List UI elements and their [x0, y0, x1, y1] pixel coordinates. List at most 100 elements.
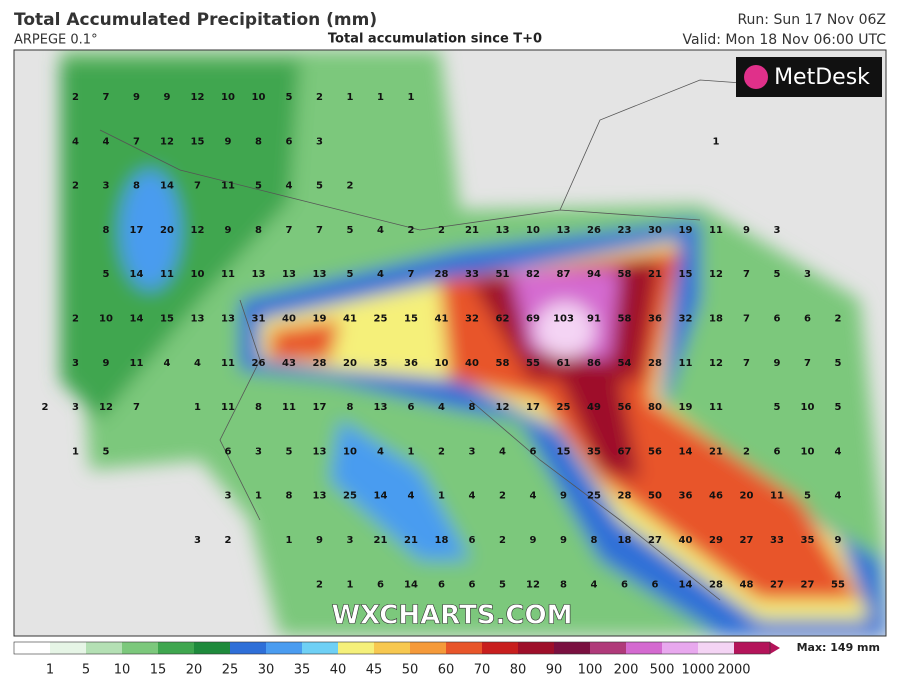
grid-value: 55	[831, 579, 845, 590]
grid-value: 1	[347, 92, 354, 103]
grid-value: 6	[469, 579, 476, 590]
grid-value: 3	[255, 446, 262, 457]
grid-value: 7	[103, 92, 110, 103]
grid-value: 49	[587, 402, 601, 413]
grid-value: 25	[587, 491, 601, 502]
grid-value: 103	[553, 314, 574, 325]
grid-value: 1	[72, 446, 79, 457]
grid-value: 36	[679, 491, 693, 502]
grid-value: 6	[530, 446, 537, 457]
grid-value: 12	[496, 402, 510, 413]
grid-value: 5	[316, 181, 323, 192]
grid-value: 27	[801, 579, 815, 590]
grid-value: 4	[377, 269, 384, 280]
colorbar-label: 90	[546, 663, 563, 678]
grid-value: 11	[221, 402, 235, 413]
grid-value: 4	[72, 136, 79, 147]
grid-value: 28	[435, 269, 449, 280]
colorbar-label: 100	[578, 663, 603, 678]
grid-value: 7	[408, 269, 415, 280]
colorbar-segment	[482, 642, 519, 654]
colorbar-segment	[554, 642, 591, 654]
grid-value: 20	[160, 225, 174, 236]
grid-value: 21	[404, 535, 418, 546]
grid-value: 15	[160, 314, 174, 325]
grid-value: 14	[404, 579, 418, 590]
grid-value: 4	[499, 446, 506, 457]
grid-value: 11	[221, 269, 235, 280]
grid-value: 10	[801, 446, 815, 457]
grid-value: 5	[804, 491, 811, 502]
grid-value: 35	[801, 535, 815, 546]
grid-value: 27	[740, 535, 754, 546]
colorbar-segment	[86, 642, 123, 654]
colorbar-arrow	[770, 642, 780, 654]
grid-value: 13	[313, 269, 327, 280]
colorbar-segment	[50, 642, 87, 654]
grid-value: 14	[130, 314, 144, 325]
grid-value: 2	[72, 314, 79, 325]
grid-value: 32	[679, 314, 693, 325]
grid-value: 10	[221, 92, 235, 103]
grid-value: 36	[404, 358, 418, 369]
grid-value: 3	[103, 181, 110, 192]
grid-value: 12	[526, 579, 540, 590]
grid-value: 6	[408, 402, 415, 413]
grid-value: 32	[465, 314, 479, 325]
colorbar-label: 20	[186, 663, 203, 678]
grid-value: 58	[618, 269, 632, 280]
grid-value: 7	[743, 269, 750, 280]
grid-value: 28	[618, 491, 632, 502]
grid-value: 5	[835, 358, 842, 369]
grid-value: 3	[225, 491, 232, 502]
grid-value: 13	[252, 269, 266, 280]
grid-value: 6	[438, 579, 445, 590]
colorbar-label: 200	[614, 663, 639, 678]
grid-value: 8	[560, 579, 567, 590]
grid-value: 6	[286, 136, 293, 147]
grid-value: 56	[648, 446, 662, 457]
grid-value: 12	[709, 269, 723, 280]
grid-value: 18	[709, 314, 723, 325]
grid-value: 8	[469, 402, 476, 413]
grid-value: 1	[347, 579, 354, 590]
grid-value: 5	[255, 181, 262, 192]
grid-value: 15	[404, 314, 418, 325]
grid-value: 3	[316, 136, 323, 147]
grid-value: 10	[801, 402, 815, 413]
grid-value: 12	[99, 402, 113, 413]
grid-value: 2	[743, 446, 750, 457]
grid-value: 50	[648, 491, 662, 502]
grid-value: 12	[160, 136, 174, 147]
grid-value: 21	[465, 225, 479, 236]
grid-value: 7	[316, 225, 323, 236]
grid-value: 12	[191, 225, 205, 236]
grid-value: 5	[774, 269, 781, 280]
colorbar-label: 30	[258, 663, 275, 678]
grid-value: 19	[679, 402, 693, 413]
grid-value: 11	[709, 225, 723, 236]
grid-value: 5	[286, 446, 293, 457]
grid-value: 3	[469, 446, 476, 457]
grid-value: 9	[133, 92, 140, 103]
grid-value: 91	[587, 314, 601, 325]
grid-value: 11	[709, 402, 723, 413]
grid-value: 2	[72, 181, 79, 192]
grid-value: 2	[408, 225, 415, 236]
grid-value: 36	[648, 314, 662, 325]
grid-value: 25	[374, 314, 388, 325]
colorbar-segment	[194, 642, 231, 654]
grid-value: 46	[709, 491, 723, 502]
grid-value: 11	[221, 181, 235, 192]
colorbar-label: 500	[650, 663, 675, 678]
grid-value: 4	[103, 136, 110, 147]
grid-value: 8	[347, 402, 354, 413]
colorbar-segment	[14, 642, 51, 654]
grid-value: 4	[835, 491, 842, 502]
grid-value: 8	[255, 136, 262, 147]
grid-value: 14	[679, 579, 693, 590]
grid-value: 19	[679, 225, 693, 236]
colorbar-label: 2000	[717, 663, 750, 678]
grid-value: 9	[560, 535, 567, 546]
